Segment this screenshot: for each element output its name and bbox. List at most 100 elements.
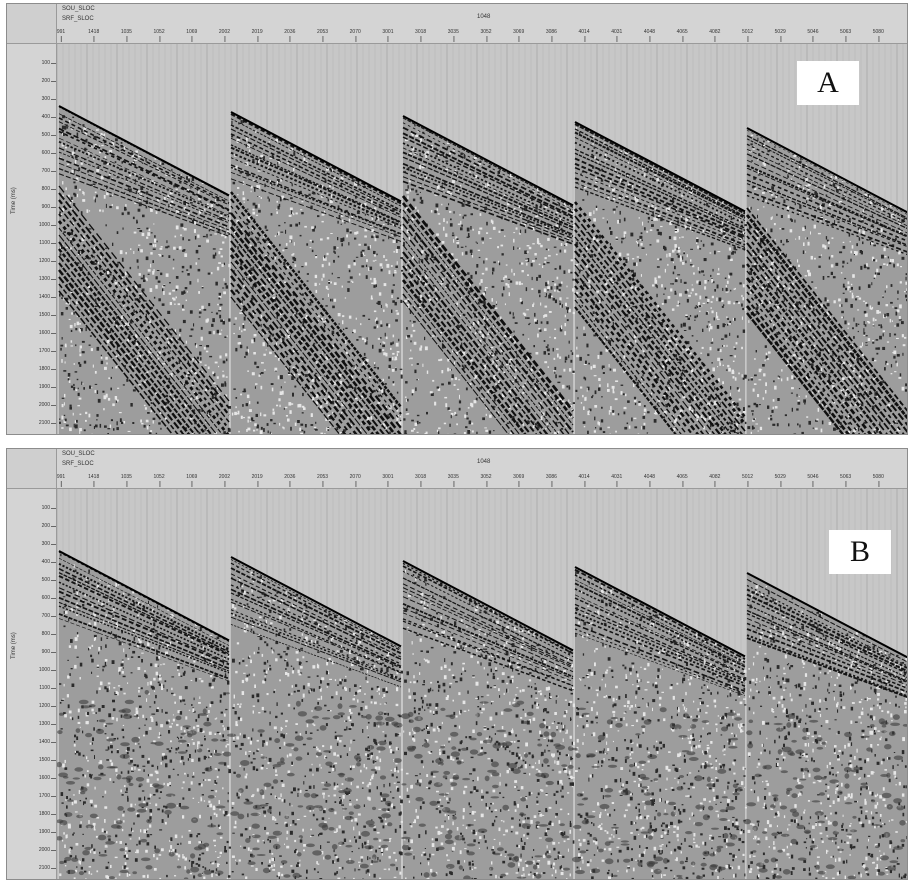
noise-speckle [674,229,678,233]
time-tick-label: 2000 [38,847,57,853]
noise-speckle [527,274,529,276]
noise-speckle [241,312,244,314]
noise-speckle [685,218,688,222]
noise-speckle [411,389,415,393]
noise-speckle [79,329,81,333]
noise-speckle [115,399,119,402]
noise-speckle [139,293,142,295]
noise-speckle [840,389,843,392]
noise-speckle [832,353,834,357]
noise-speckle [212,396,215,399]
noise-speckle [875,339,879,341]
noise-speckle [477,249,481,251]
noise-speckle [811,346,813,350]
noise-speckle [72,412,74,416]
noise-speckle [340,182,342,186]
noise-speckle [754,257,757,261]
noise-speckle [757,249,760,253]
noise-speckle [814,287,817,289]
noise-speckle [850,250,852,254]
noise-speckle [710,342,714,344]
noise-speckle [284,381,286,383]
noise-speckle [347,281,351,283]
noise-speckle [577,397,579,400]
noise-speckle [221,234,224,237]
noise-speckle [170,372,173,377]
noise-speckle [710,242,714,246]
shot-gather [401,115,576,434]
noise-speckle [107,397,111,401]
noise-speckle [377,367,379,370]
noise-speckle [842,377,845,381]
linear-noise-event [58,199,230,416]
noise-speckle [209,227,213,229]
noise-speckle [59,293,61,297]
noise-speckle [895,311,898,316]
noise-speckle [194,422,197,425]
noise-speckle [759,426,763,431]
noise-speckle [832,183,836,187]
noise-speckle [741,316,743,320]
noise-speckle [865,343,868,346]
noise-speckle [137,155,139,157]
noise-speckle [133,354,135,357]
noise-speckle [546,262,550,264]
noise-speckle [75,177,79,182]
noise-speckle [892,306,894,308]
noise-speckle [537,333,539,338]
linear-noise-event [230,212,402,429]
noise-speckle [129,320,133,324]
noise-speckle [206,233,208,238]
noise-speckle [116,206,119,210]
noise-speckle [583,283,586,287]
noise-speckle [197,268,201,272]
noise-speckle [83,429,86,432]
noise-speckle [394,301,397,306]
noise-speckle [519,299,522,302]
noise-speckle [113,428,115,431]
noise-speckle [689,264,693,266]
noise-speckle [539,329,542,332]
noise-speckle [788,362,791,364]
noise-speckle [572,402,576,404]
noise-speckle [675,418,678,421]
noise-speckle [714,423,718,425]
noise-speckle [648,326,652,330]
noise-speckle [485,267,488,271]
noise-speckle [540,231,542,235]
noise-speckle [382,392,384,396]
noise-speckle [538,263,541,266]
noise-speckle [568,354,570,359]
noise-speckle [70,199,74,202]
noise-speckle [184,207,187,211]
noise-speckle [808,272,811,277]
noise-speckle [852,274,855,278]
noise-speckle [753,402,757,406]
noise-speckle [512,415,515,420]
noise-speckle [245,233,247,238]
noise-speckle [704,280,707,284]
noise-speckle [619,210,621,215]
noise-speckle [310,424,314,426]
noise-speckle [307,180,309,183]
linear-noise-event [230,275,358,434]
seismic-panel-b: SOU_SLOC SRF_SLOC 1048 991 1418 1035 1052 10… [6,448,908,880]
noise-speckle [107,428,111,430]
noise-speckle [260,385,263,390]
noise-speckle [490,219,493,223]
noise-speckle [429,298,432,302]
noise-speckle [633,262,636,266]
noise-speckle [295,212,298,215]
noise-speckle [623,257,626,261]
noise-speckle [805,178,808,182]
noise-speckle [813,336,816,338]
noise-speckle [500,316,502,320]
noise-speckle [613,351,615,355]
noise-speckle [796,393,798,397]
noise-speckle [95,424,98,428]
noise-speckle [448,409,452,411]
noise-speckle [431,254,434,258]
noise-speckle [489,414,492,418]
noise-speckle [94,371,97,374]
noise-speckle [499,343,502,345]
